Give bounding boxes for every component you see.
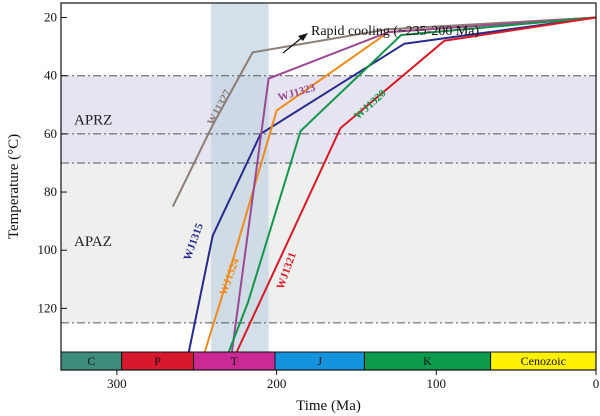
y-tick-label-20: 20 bbox=[44, 10, 57, 25]
period-label-t: T bbox=[231, 354, 239, 368]
series-line-wj1320 bbox=[227, 16, 597, 353]
x-tick-label-100: 100 bbox=[427, 376, 447, 391]
x-tick-label-200: 200 bbox=[267, 376, 287, 391]
y-tick-label-80: 80 bbox=[44, 184, 57, 199]
series-line-wj1323 bbox=[230, 16, 597, 353]
series-line-wj1327 bbox=[171, 16, 597, 208]
period-label-c: C bbox=[87, 354, 95, 368]
zone-label-aprz: APRZ bbox=[74, 112, 112, 128]
y-tick-label-40: 40 bbox=[44, 68, 57, 83]
period-label-k: K bbox=[423, 354, 432, 368]
x-tick-label-300: 300 bbox=[107, 376, 127, 391]
zone-aprz bbox=[61, 75, 596, 163]
zone-apaz bbox=[61, 162, 596, 323]
annotation-arrow-shaft bbox=[282, 35, 305, 54]
series-line-wj1321 bbox=[235, 16, 597, 353]
period-label-cenozoic: Cenozoic bbox=[521, 354, 566, 368]
x-axis-title: Time (Ma) bbox=[296, 398, 361, 414]
period-label-p: P bbox=[154, 354, 161, 368]
plot-frame bbox=[60, 2, 597, 371]
y-axis-title: Temperature (°C) bbox=[6, 134, 22, 239]
period-label-j: J bbox=[317, 354, 322, 368]
y-tick-label-100: 100 bbox=[38, 242, 58, 257]
y-tick-label-60: 60 bbox=[44, 126, 57, 141]
y-tick-label-120: 120 bbox=[38, 300, 58, 315]
annotation-text: Rapid cooling (~235-200 Ma) bbox=[311, 24, 479, 39]
x-tick-label-0: 0 bbox=[593, 376, 600, 391]
annotation-arrow-head bbox=[298, 33, 308, 41]
zone-label-apaz: APAZ bbox=[74, 234, 112, 250]
